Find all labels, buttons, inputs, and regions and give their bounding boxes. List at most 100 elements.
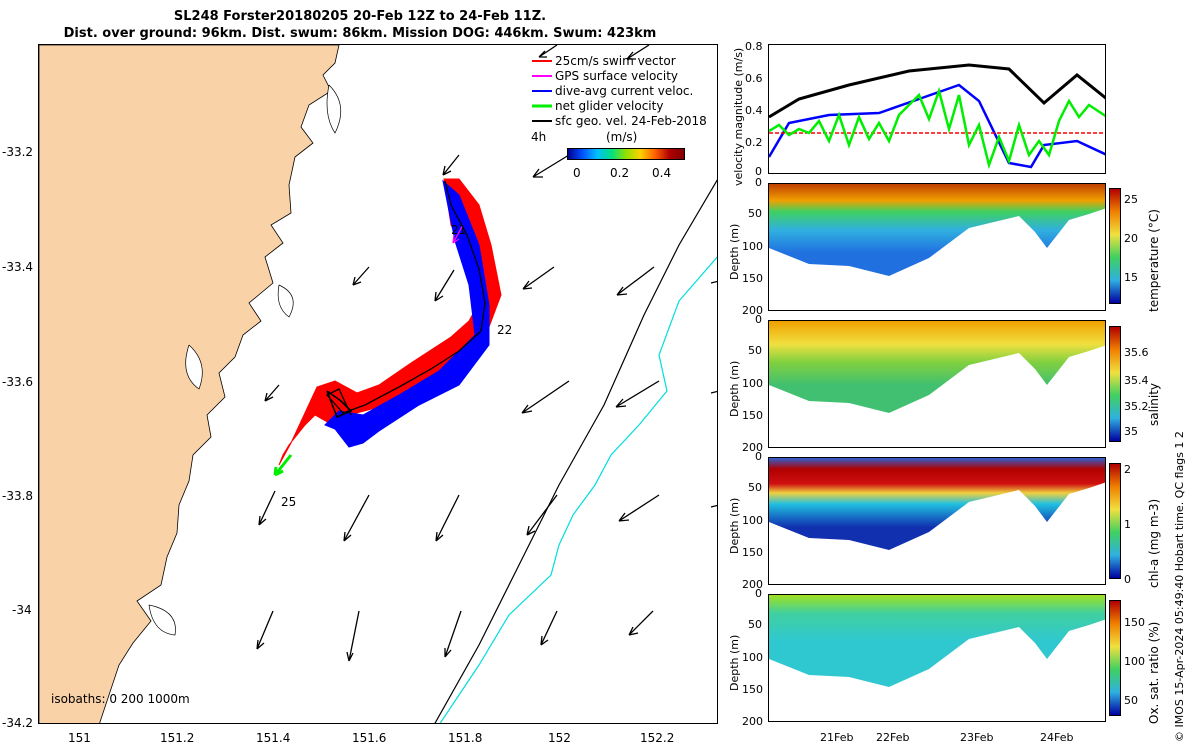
chla-label: chl-a (mg m-3) bbox=[1147, 498, 1161, 588]
depth-tick: 0 bbox=[755, 313, 762, 326]
depth-tick: 50 bbox=[748, 207, 762, 220]
temperature-colorbar bbox=[1109, 188, 1121, 304]
footer-credit: © IMOS 15-Apr-2024 05:49:40 Hobart time.… bbox=[1173, 431, 1186, 742]
cbar-tick: 2 bbox=[1124, 463, 1131, 476]
oxygen-label: Ox. sat. ratio (%) bbox=[1147, 621, 1161, 724]
legend-gps: GPS surface velocity bbox=[555, 69, 679, 83]
lon-tick: 151.4 bbox=[256, 731, 291, 745]
lon-tick: 151.8 bbox=[448, 731, 483, 745]
cbar-tick: 25 bbox=[1124, 193, 1138, 206]
velocity-magnitude-plot bbox=[768, 44, 1106, 174]
time-tick: 21Feb bbox=[820, 731, 854, 744]
depth-tick: 100 bbox=[742, 514, 763, 527]
cbar-tick: 35.2 bbox=[1124, 400, 1149, 413]
colorbar-tick: 0.4 bbox=[652, 166, 672, 180]
temperature-label: temperature (°C) bbox=[1147, 209, 1161, 312]
cbar-tick: 100 bbox=[1124, 655, 1145, 668]
depth-label: Depth (m) bbox=[728, 497, 741, 554]
depth-tick: 0 bbox=[755, 587, 762, 600]
gps-surface-velocity-arrow bbox=[452, 224, 464, 244]
depth-tick: 50 bbox=[748, 481, 762, 494]
depth-tick: 100 bbox=[742, 240, 763, 253]
legend-interval: 4h bbox=[531, 130, 547, 144]
depth-tick: 0 bbox=[755, 450, 762, 463]
lat-tick: -33.2 bbox=[2, 145, 34, 159]
cbar-tick: 150 bbox=[1124, 616, 1145, 629]
chla-colorbar bbox=[1109, 463, 1121, 579]
depth-label: Depth (m) bbox=[728, 360, 741, 417]
oxygen-colorbar bbox=[1109, 600, 1121, 716]
net-velocity-arrow bbox=[273, 454, 293, 477]
vel-ytick: 0.2 bbox=[745, 136, 763, 149]
legend-sfc-geo: sfc geo. vel. 24-Feb-2018 bbox=[555, 114, 707, 128]
time-tick: 24Feb bbox=[1040, 731, 1074, 744]
dive-avg-current-band bbox=[324, 179, 490, 448]
oxygen-section bbox=[768, 594, 1106, 722]
lat-tick: -33.4 bbox=[2, 260, 34, 274]
depth-tick: 100 bbox=[742, 377, 763, 390]
temperature-section bbox=[768, 183, 1106, 311]
cbar-tick: 50 bbox=[1124, 694, 1138, 707]
cbar-tick: 0 bbox=[1124, 573, 1131, 586]
cbar-tick: 15 bbox=[1124, 271, 1138, 284]
time-tick: 22Feb bbox=[876, 731, 910, 744]
lat-tick: -34.2 bbox=[2, 716, 34, 730]
isobaths-label: isobaths: 0 200 1000m bbox=[51, 692, 190, 706]
salinity-colorbar bbox=[1109, 326, 1121, 442]
cbar-tick: 35.6 bbox=[1124, 346, 1149, 359]
vel-ytick: 0.6 bbox=[745, 72, 763, 85]
depth-tick: 50 bbox=[748, 618, 762, 631]
depth-tick: 150 bbox=[742, 272, 763, 285]
day-label-22: 22 bbox=[497, 323, 513, 337]
lon-tick: 152.2 bbox=[640, 731, 675, 745]
day-label-21: 21 bbox=[451, 223, 467, 237]
legend-units: (m/s) bbox=[606, 130, 638, 144]
depth-tick: 0 bbox=[755, 176, 762, 189]
glider-track bbox=[325, 180, 486, 416]
lon-tick: 151 bbox=[68, 731, 91, 745]
cbar-tick: 35 bbox=[1124, 425, 1138, 438]
cbar-tick: 1 bbox=[1124, 518, 1131, 531]
map-title-line2: Dist. over ground: 96km. Dist. swum: 86k… bbox=[63, 26, 657, 41]
depth-tick: 200 bbox=[742, 578, 763, 591]
coastline-land bbox=[39, 45, 340, 723]
legend-net: net glider velocity bbox=[555, 99, 664, 113]
chla-section bbox=[768, 457, 1106, 585]
lon-tick: 151.6 bbox=[352, 731, 387, 745]
depth-label: Depth (m) bbox=[728, 634, 741, 691]
lon-tick: 152 bbox=[548, 731, 571, 745]
cbar-tick: 20 bbox=[1124, 232, 1138, 245]
cbar-tick: 35.4 bbox=[1124, 374, 1149, 387]
glider-track-map: 21 22 25 isobaths: 0 200 1000m bbox=[38, 44, 718, 724]
salinity-label: salinity bbox=[1147, 382, 1161, 426]
vel-ytick: 0.8 bbox=[745, 40, 763, 53]
depth-tick: 100 bbox=[742, 651, 763, 664]
isobath-200m-cyan bbox=[439, 256, 717, 723]
day-label-25: 25 bbox=[281, 495, 297, 509]
legend-dive-avg: dive-avg current veloc. bbox=[555, 84, 694, 98]
depth-tick: 150 bbox=[742, 683, 763, 696]
depth-tick: 150 bbox=[742, 546, 763, 559]
velocity-ylabel: velocity magnitude (m/s) bbox=[732, 47, 745, 186]
lat-tick: -33.8 bbox=[2, 489, 34, 503]
depth-tick: 200 bbox=[742, 441, 763, 454]
time-tick: 23Feb bbox=[960, 731, 994, 744]
velocity-colorbar bbox=[567, 148, 685, 160]
salinity-section bbox=[768, 320, 1106, 448]
map-title-line1: SL248 Forster20180205 20-Feb 12Z to 24-F… bbox=[173, 9, 547, 24]
legend-swim: 25cm/s swim vector bbox=[555, 54, 676, 68]
lon-tick: 151.2 bbox=[160, 731, 195, 745]
depth-tick: 200 bbox=[742, 715, 763, 728]
swim-vector-band bbox=[278, 178, 502, 466]
isobath-1000m bbox=[434, 179, 717, 723]
colorbar-tick: 0 bbox=[573, 166, 581, 180]
depth-tick: 150 bbox=[742, 409, 763, 422]
sfc-velocity-arrows bbox=[256, 45, 717, 662]
depth-tick: 50 bbox=[748, 344, 762, 357]
colorbar-tick: 0.2 bbox=[610, 166, 630, 180]
lat-tick: -34 bbox=[12, 603, 32, 617]
lat-tick: -33.6 bbox=[2, 375, 34, 389]
vel-ytick: 0 bbox=[755, 165, 762, 178]
vel-ytick: 0.4 bbox=[745, 104, 763, 117]
depth-label: Depth (m) bbox=[728, 223, 741, 280]
